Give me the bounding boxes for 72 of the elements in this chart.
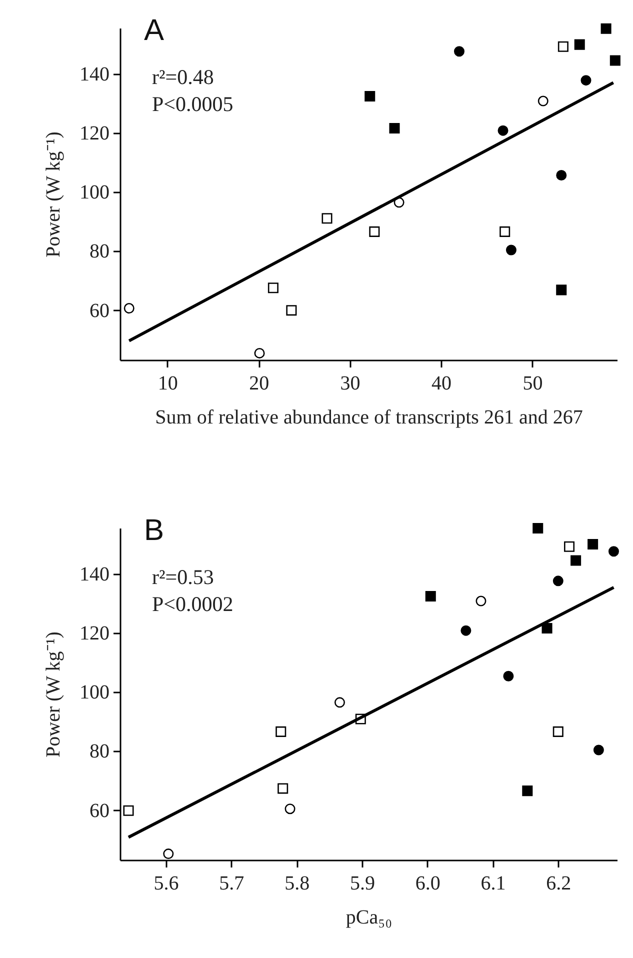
point xyxy=(564,541,575,552)
y-tick-label: 60 xyxy=(90,300,110,322)
point xyxy=(558,41,568,52)
point xyxy=(278,783,288,794)
x-axis-title: Sum of relative abundance of transcripts 261 and 267 xyxy=(155,406,583,428)
x-tick-label: 10 xyxy=(158,372,178,394)
point xyxy=(322,213,332,224)
x-tick-label: 5.6 xyxy=(154,872,179,894)
x-tick-label: 5.8 xyxy=(284,872,310,894)
point xyxy=(500,226,510,237)
chart-title: B xyxy=(144,514,164,547)
point xyxy=(476,596,486,606)
annotation: P<0.0005 xyxy=(152,92,234,116)
x-tick-label: 6.2 xyxy=(546,872,572,894)
point xyxy=(538,96,548,106)
x-axis-title: pCa₅₀ xyxy=(346,906,392,928)
point xyxy=(286,305,297,316)
point xyxy=(254,348,265,358)
y-tick-label: 120 xyxy=(80,122,110,144)
y-tick-label: 100 xyxy=(80,682,110,704)
x-tick-label: 30 xyxy=(340,372,360,394)
point xyxy=(542,622,552,634)
point xyxy=(588,539,598,550)
point xyxy=(600,23,612,34)
point xyxy=(574,39,585,50)
x-tick-label: 6.1 xyxy=(480,872,506,894)
point xyxy=(124,303,134,314)
point xyxy=(276,726,286,737)
point xyxy=(503,670,514,682)
point xyxy=(556,170,567,180)
point xyxy=(369,226,380,237)
point xyxy=(460,625,472,636)
y-tick-label: 80 xyxy=(90,740,110,763)
y-tick-label: 60 xyxy=(90,800,110,822)
y-tick-label: 120 xyxy=(80,622,110,644)
point xyxy=(552,576,564,586)
annotation: P<0.0002 xyxy=(152,592,234,616)
point xyxy=(610,55,620,66)
x-tick-label: 5.9 xyxy=(350,872,375,894)
point xyxy=(570,555,582,566)
point xyxy=(364,91,376,102)
point xyxy=(608,546,619,557)
point xyxy=(284,804,296,814)
y-tick-label: 80 xyxy=(90,240,110,263)
y-tick-label: 140 xyxy=(80,563,110,586)
point xyxy=(425,591,436,602)
point xyxy=(532,523,544,534)
point xyxy=(454,46,464,57)
x-tick-label: 5.7 xyxy=(219,872,244,894)
point xyxy=(498,125,508,136)
point xyxy=(268,282,278,294)
point xyxy=(580,75,592,86)
annotation: r²=0.48 xyxy=(152,65,214,89)
x-tick-label: 40 xyxy=(432,372,452,394)
point xyxy=(552,726,564,737)
point xyxy=(556,284,567,296)
x-tick-label: 50 xyxy=(522,372,543,394)
y-axis-title: Power (W kg⁻¹) xyxy=(42,132,64,258)
chart-title: A xyxy=(144,14,164,47)
point xyxy=(506,244,516,256)
x-tick-label: 6.0 xyxy=(415,872,440,894)
y-tick-label: 140 xyxy=(80,63,110,86)
point xyxy=(389,122,400,134)
y-axis-title: Power (W kg⁻¹) xyxy=(42,632,64,758)
y-tick-label: 100 xyxy=(80,182,110,204)
x-tick-label: 20 xyxy=(249,372,270,394)
annotation: r²=0.53 xyxy=(152,565,214,589)
point xyxy=(163,848,174,860)
point xyxy=(123,805,134,816)
point xyxy=(334,697,345,708)
point xyxy=(522,786,533,796)
point xyxy=(593,744,604,756)
